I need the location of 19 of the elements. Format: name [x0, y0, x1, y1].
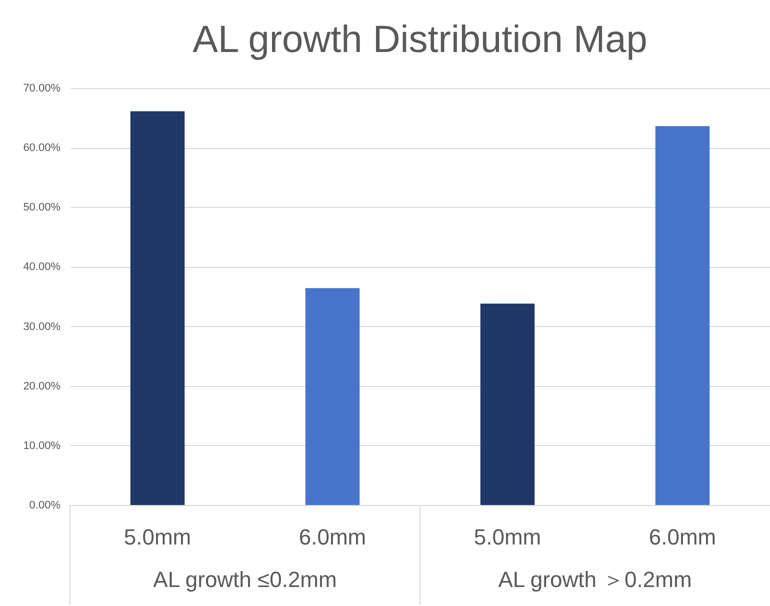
- y-tick-label: 60.00%: [23, 142, 61, 154]
- bar: [305, 288, 360, 505]
- bar: [130, 111, 185, 505]
- bar: [655, 126, 710, 505]
- x-tick-label: 6.0mm: [648, 524, 716, 550]
- y-tick-label: 50.00%: [23, 202, 61, 214]
- chart-title: AL growth Distribution Map: [192, 19, 648, 61]
- y-tick-label: 20.00%: [23, 380, 61, 392]
- y-tick-label: 30.00%: [23, 320, 61, 333]
- x-tick-label: 6.0mm: [298, 524, 366, 550]
- text: AL growth ≤0.2mm: [153, 567, 337, 592]
- y-tick-label: 0.00%: [29, 500, 61, 512]
- y-tick-label: 10.00%: [23, 440, 61, 452]
- text: AL growth ＞0.2mm: [498, 567, 692, 592]
- x-tick-label: 5.0mm: [474, 524, 542, 550]
- y-tick-label: 70.00%: [23, 82, 61, 94]
- bar: [480, 304, 535, 505]
- x-tick-label: 5.0mm: [124, 524, 192, 550]
- y-tick-label: 40.00%: [23, 261, 61, 274]
